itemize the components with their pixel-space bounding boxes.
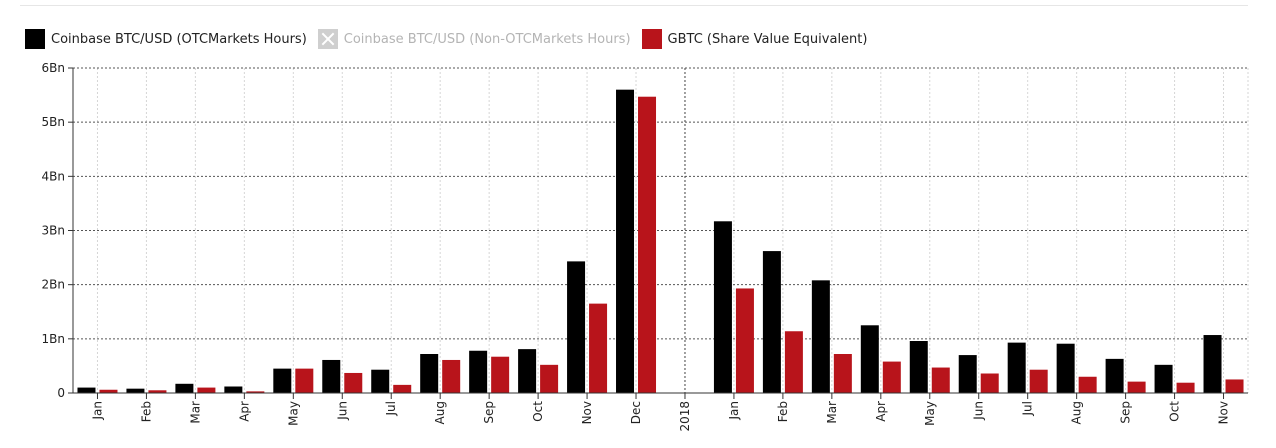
bar-gbtc	[882, 361, 901, 393]
x-tick-label: Jul	[384, 401, 398, 416]
x-tick-label: Sep	[1119, 401, 1133, 424]
y-tick-label: 5Bn	[42, 115, 65, 129]
x-tick-label: Jun	[972, 401, 986, 421]
x-tick-label: Oct	[1168, 401, 1182, 422]
bar-coinbase	[616, 89, 635, 394]
bar-gbtc	[295, 368, 314, 393]
bar-gbtc	[442, 359, 461, 393]
y-tick-label: 4Bn	[42, 169, 65, 183]
bar-gbtc	[148, 390, 167, 393]
bar-gbtc	[197, 387, 216, 393]
x-tick-label: Aug	[433, 401, 447, 424]
bar-gbtc	[99, 389, 118, 393]
bar-gbtc	[540, 364, 559, 393]
x-tick-label: Nov	[580, 401, 594, 424]
y-tick-label: 1Bn	[42, 332, 65, 346]
bar-gbtc	[246, 391, 265, 393]
bar-coinbase	[371, 369, 390, 393]
bar-gbtc	[393, 384, 412, 393]
legend: Coinbase BTC/USD (OTCMarkets Hours) Coin…	[25, 28, 878, 50]
bar-coinbase	[273, 368, 292, 393]
legend-label: GBTC (Share Value Equivalent)	[667, 31, 868, 47]
bar-gbtc	[735, 288, 754, 393]
bar-gbtc	[589, 303, 608, 393]
bar-gbtc	[784, 331, 803, 393]
x-tick-label: Mar	[825, 401, 839, 424]
bar-coinbase	[713, 221, 732, 393]
bar-coinbase	[224, 386, 243, 393]
bar-coinbase	[518, 349, 537, 393]
bar-gbtc	[638, 96, 657, 393]
legend-item-coinbase-otc[interactable]: Coinbase BTC/USD (OTCMarkets Hours)	[25, 29, 307, 49]
legend-swatch-disabled-icon	[317, 29, 338, 49]
bar-coinbase	[175, 383, 194, 393]
bar-coinbase	[1105, 358, 1124, 393]
bar-gbtc	[344, 372, 363, 393]
bar-gbtc	[833, 354, 852, 393]
bar-gbtc	[931, 367, 950, 393]
bar-coinbase	[420, 354, 439, 393]
bar-coinbase	[811, 280, 830, 393]
bar-coinbase	[958, 355, 977, 393]
y-tick-label: 6Bn	[42, 61, 65, 75]
bar-coinbase	[77, 387, 96, 393]
x-tick-label: Feb	[139, 401, 153, 422]
x-tick-label: Jan	[90, 401, 104, 421]
x-tick-label: Aug	[1070, 401, 1084, 424]
bar-gbtc	[1225, 379, 1244, 393]
legend-swatch-black	[25, 29, 45, 49]
bar-coinbase	[126, 388, 145, 393]
bar-gbtc	[1176, 382, 1195, 393]
bar-coinbase	[469, 350, 488, 393]
x-tick-label: Jul	[1021, 401, 1035, 416]
x-tick-label: Apr	[237, 401, 251, 422]
x-tick-label: Apr	[874, 401, 888, 422]
legend-label: Coinbase BTC/USD (OTCMarkets Hours)	[51, 31, 307, 47]
legend-item-coinbase-non-otc[interactable]: Coinbase BTC/USD (Non-OTCMarkets Hours)	[317, 29, 631, 49]
y-tick-label: 3Bn	[42, 224, 65, 238]
legend-label: Coinbase BTC/USD (Non-OTCMarkets Hours)	[343, 31, 631, 47]
x-tick-label: Oct	[531, 401, 545, 422]
x-tick-label: Sep	[482, 401, 496, 424]
x-tick-label: Nov	[1217, 401, 1231, 424]
bar-coinbase	[1056, 343, 1075, 393]
x-tick-label: Jan	[727, 401, 741, 421]
x-tick-label: May	[923, 401, 937, 426]
legend-swatch-red	[641, 29, 662, 49]
bar-coinbase	[1203, 335, 1222, 393]
bar-coinbase	[1007, 342, 1026, 393]
x-tick-label: 2018	[678, 401, 692, 432]
bar-gbtc	[1029, 369, 1048, 393]
bar-gbtc	[491, 356, 510, 393]
y-tick-label: 2Bn	[42, 278, 65, 292]
x-tick-label: Jun	[335, 401, 349, 421]
bar-coinbase	[762, 251, 781, 393]
bar-gbtc	[1078, 376, 1097, 393]
x-tick-label: Feb	[776, 401, 790, 422]
bar-coinbase	[1154, 364, 1173, 393]
bar-coinbase	[567, 261, 586, 393]
legend-item-gbtc[interactable]: GBTC (Share Value Equivalent)	[641, 29, 868, 49]
y-tick-label: 0	[57, 386, 65, 400]
bar-gbtc	[980, 373, 999, 393]
bar-coinbase	[860, 325, 879, 393]
bar-coinbase	[909, 341, 928, 393]
top-border	[20, 5, 1248, 6]
bar-gbtc	[1127, 381, 1146, 393]
x-tick-label: Dec	[629, 401, 643, 424]
bar-coinbase	[322, 359, 341, 393]
x-tick-label: May	[286, 401, 300, 426]
x-tick-label: Mar	[188, 401, 202, 424]
